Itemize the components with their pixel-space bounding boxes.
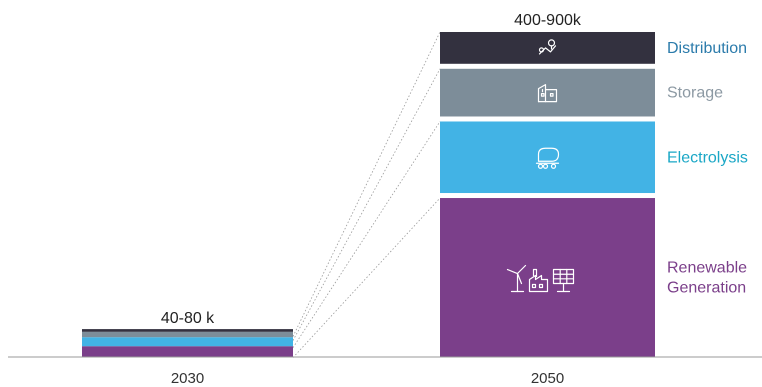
- tanker-icon: [535, 147, 560, 169]
- bar-2050-distribution: [440, 32, 655, 64]
- legend-label-electrolysis: Electrolysis: [667, 149, 748, 166]
- total-label-2030: 40-80 k: [161, 310, 215, 327]
- bar-2030-renewable-generation: [82, 346, 293, 357]
- labels: 2030 2050 40-80 k 400-900k Renewable Generati…: [161, 12, 748, 387]
- total-label-2050: 400-900k: [514, 12, 582, 29]
- connector-line: [292, 31, 441, 337]
- icons: [506, 39, 575, 293]
- storage-building-icon: [537, 84, 558, 103]
- bar-2050-renewable-generation: [440, 198, 655, 357]
- bar-2030-storage: [82, 331, 293, 338]
- bar-2050-electrolysis: [440, 121, 655, 194]
- connector-line: [292, 197, 441, 358]
- bars: [82, 32, 655, 357]
- distribution-pin-icon: [538, 39, 557, 55]
- legend-label-storage: Storage: [667, 85, 723, 102]
- connector-line: [292, 68, 441, 341]
- legend-label-renewable-generation: Renewable Generation: [667, 260, 747, 297]
- bar-2030-distribution: [82, 329, 293, 332]
- connector-lines: [292, 31, 441, 358]
- bar-2030-electrolysis: [82, 337, 293, 347]
- x-tick-label: 2050: [531, 370, 564, 387]
- x-tick-label: 2030: [171, 370, 204, 387]
- bar-2050-storage: [440, 68, 655, 117]
- connector-line: [292, 121, 441, 348]
- wind-factory-solar-icon: [506, 264, 575, 293]
- legend-label-distribution: Distribution: [667, 40, 747, 57]
